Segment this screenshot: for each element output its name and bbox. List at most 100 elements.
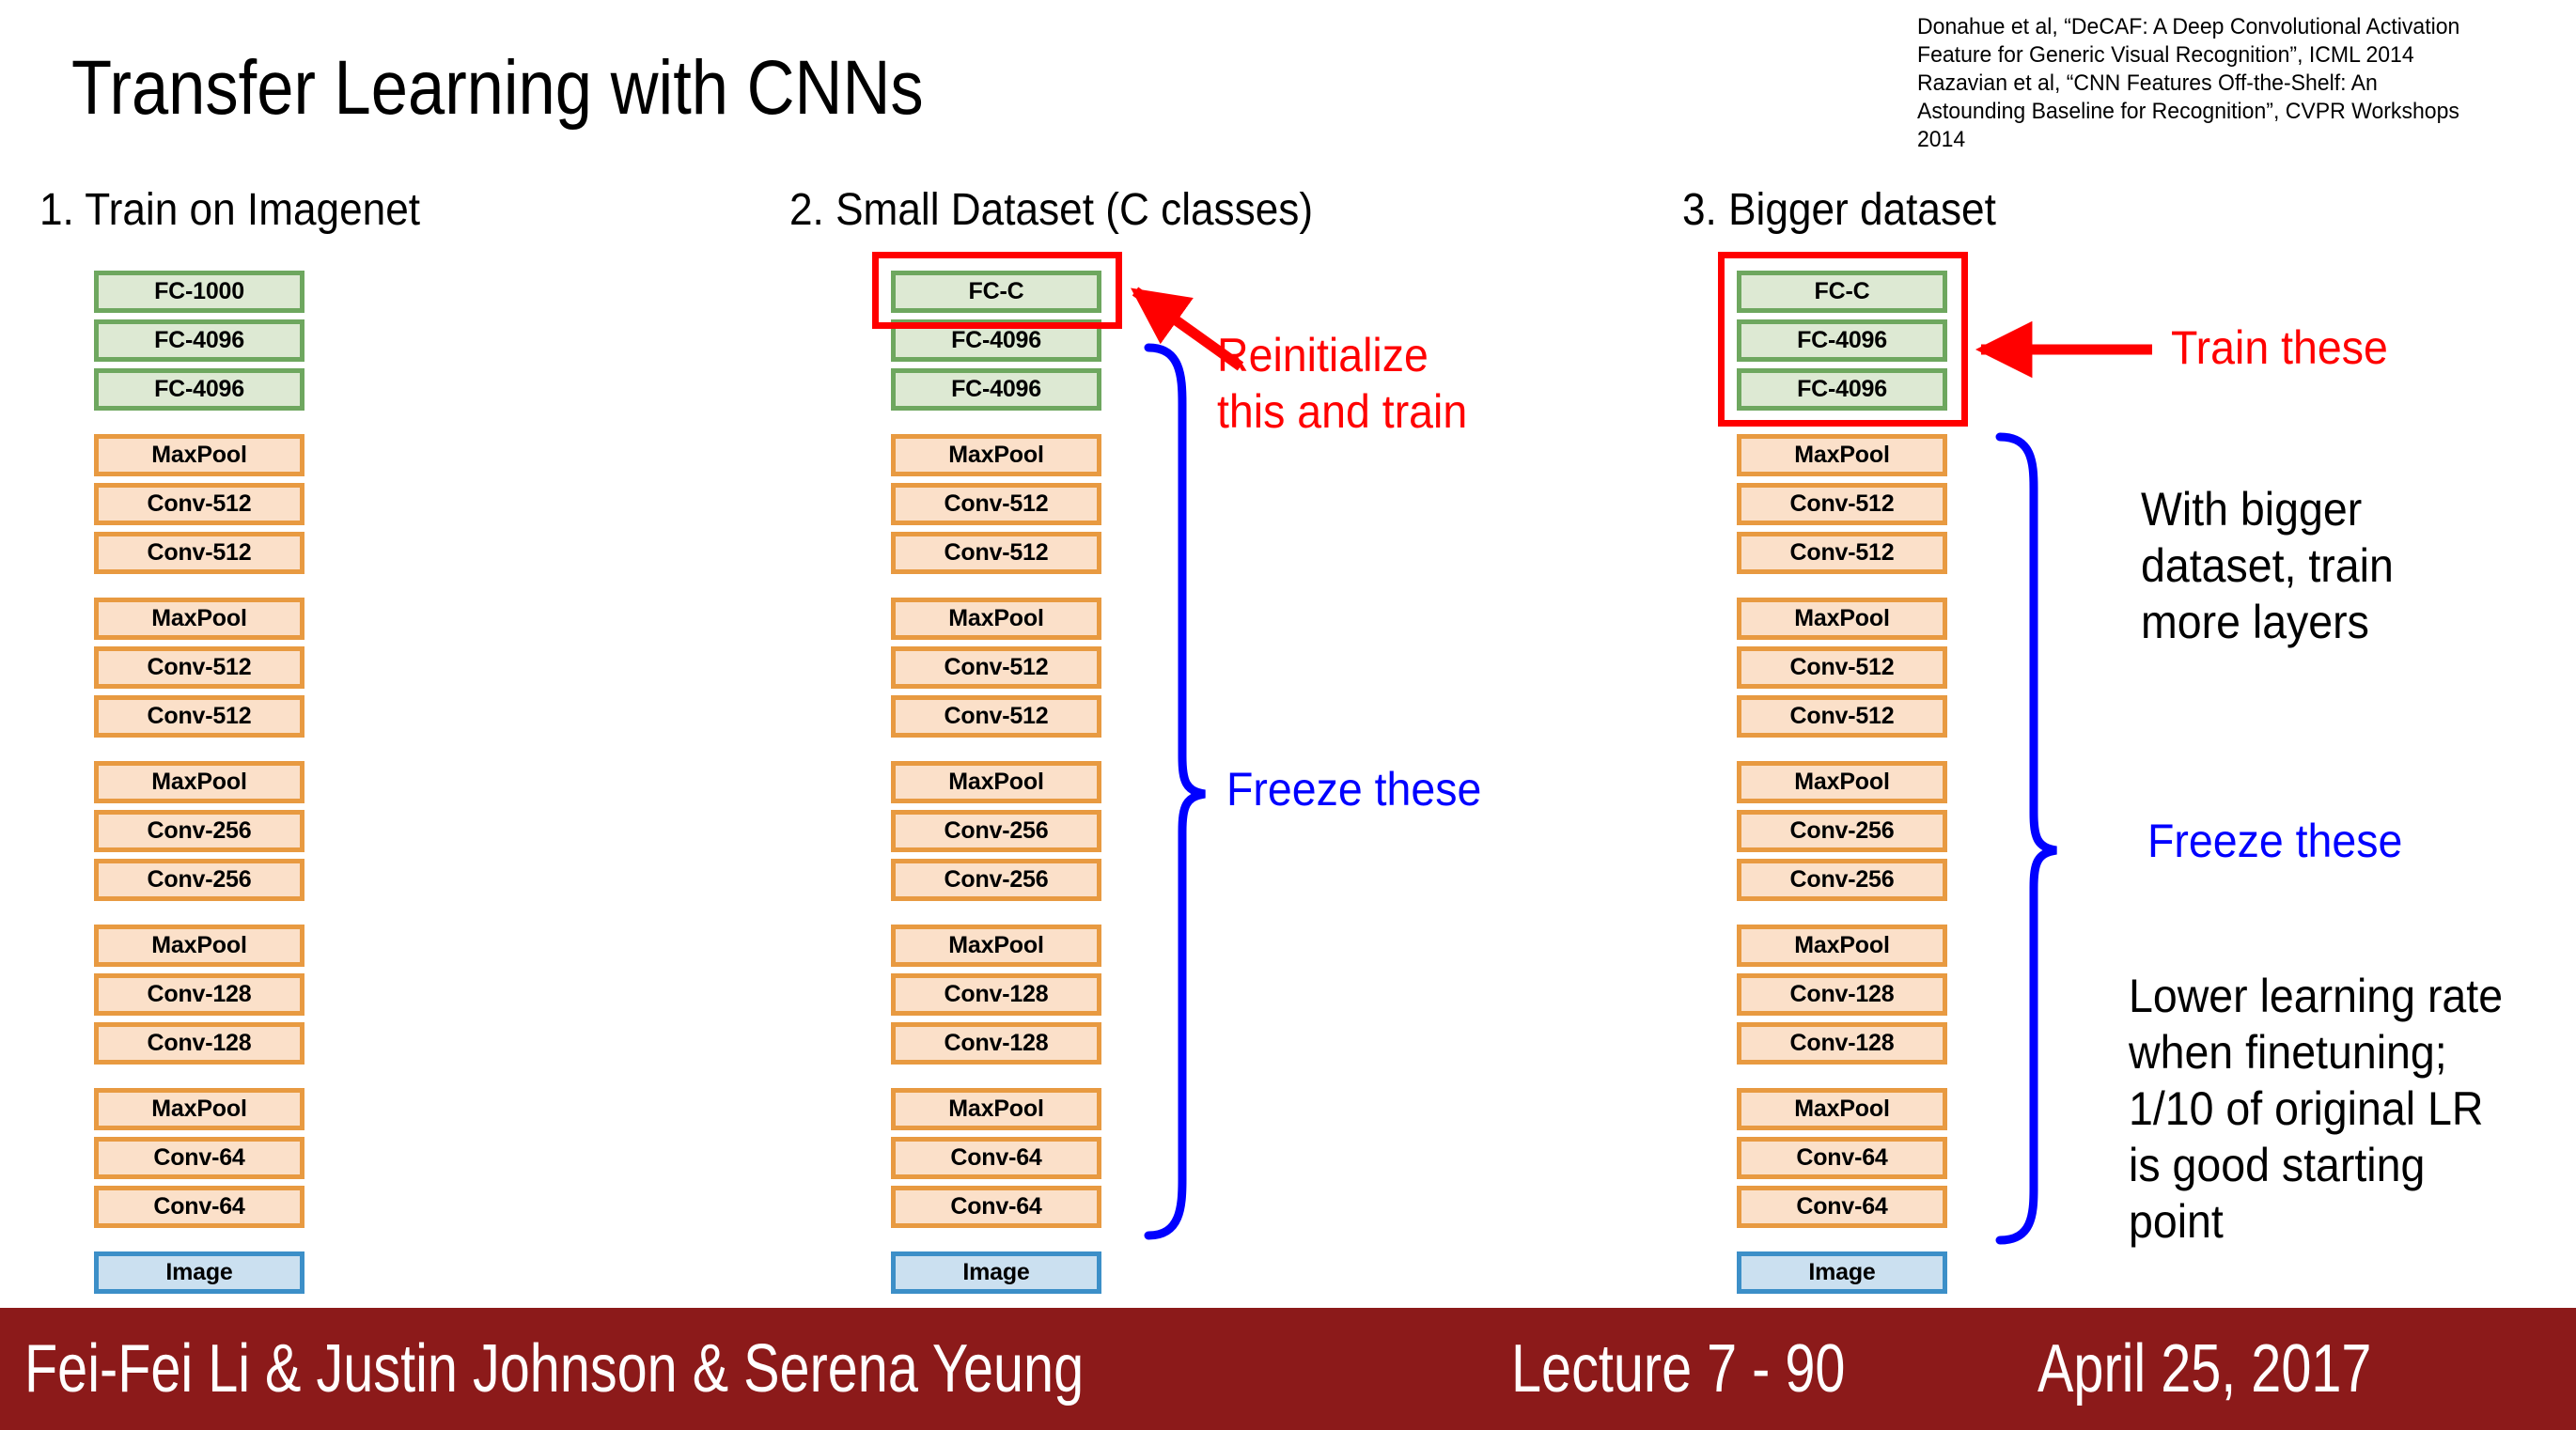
layer-label: Conv-128 (1789, 981, 1895, 1007)
layer-box-maxpool: MaxPool (1737, 761, 1947, 803)
annotation-freeze-these-column-2: Freeze these (1226, 763, 1482, 816)
footer-date: April 25, 2017 (2037, 1331, 2372, 1407)
citation-line: Astounding Baseline for Recognition”, CV… (1917, 99, 2459, 124)
highlight-box-reinitialize (872, 252, 1122, 329)
layer-label: Conv-512 (147, 703, 252, 729)
layer-label: Conv-64 (153, 1193, 245, 1220)
citation-line: Donahue et al, “DeCAF: A Deep Convolutio… (1917, 14, 2460, 39)
annotation-reinitialize: Reinitialize this and train (1217, 329, 1468, 438)
layer-label: FC-4096 (1797, 327, 1887, 353)
layer-box-conv-64: Conv-64 (94, 1137, 304, 1179)
page-title: Transfer Learning with CNNs (71, 45, 924, 131)
layer-box-fc-1000: FC-1000 (94, 271, 304, 313)
layer-box-conv-512: Conv-512 (1737, 483, 1947, 525)
layer-label: Conv-256 (944, 866, 1049, 893)
layer-box-fc-4096: FC-4096 (94, 319, 304, 362)
layer-label: Image (165, 1259, 233, 1285)
layer-label: MaxPool (151, 605, 247, 631)
layer-label: Conv-128 (944, 1030, 1049, 1056)
column-heading-bigger-dataset: 3. Bigger dataset (1682, 185, 1996, 235)
network-stack-column-1: FC-1000 FC-4096 FC-4096 MaxPool Conv-512 Conv… (94, 271, 304, 1300)
layer-box-maxpool: MaxPool (891, 761, 1101, 803)
layer-label: Image (962, 1259, 1030, 1285)
layer-box-conv-128: Conv-128 (1737, 973, 1947, 1016)
layer-box-conv-256: Conv-256 (1737, 810, 1947, 852)
layer-box-conv-128: Conv-128 (1737, 1022, 1947, 1065)
layer-label: Conv-256 (944, 817, 1049, 844)
column-heading-train-imagenet: 1. Train on Imagenet (39, 185, 421, 235)
network-stack-column-3: FC-C FC-4096 FC-4096 MaxPool Conv-512 Conv-51… (1737, 271, 1947, 1300)
layer-label: Conv-512 (944, 539, 1049, 566)
layer-label: MaxPool (948, 932, 1044, 958)
layer-box-maxpool: MaxPool (891, 1088, 1101, 1130)
layer-box-maxpool: MaxPool (891, 434, 1101, 476)
layer-box-conv-256: Conv-256 (94, 859, 304, 901)
layer-box-maxpool: MaxPool (1737, 598, 1947, 640)
network-stack-column-2: FC-C FC-4096 FC-4096 MaxPool Conv-512 Conv-51… (891, 271, 1101, 1300)
annotation-freeze-these-column-3: Freeze these (2147, 815, 2403, 867)
layer-box-conv-512: Conv-512 (94, 532, 304, 574)
annotation-train-these: Train these (2171, 321, 2388, 374)
layer-box-conv-512: Conv-512 (1737, 532, 1947, 574)
layer-box-maxpool: MaxPool (1737, 434, 1947, 476)
layer-label: MaxPool (1794, 1096, 1890, 1122)
layer-label: FC-4096 (951, 376, 1041, 402)
layer-label: FC-4096 (1797, 376, 1887, 402)
layer-label: Conv-256 (147, 817, 252, 844)
footer-lecture-number: Lecture 7 - 90 (1511, 1331, 1846, 1407)
layer-box-image: Image (891, 1251, 1101, 1294)
layer-label: FC-4096 (951, 327, 1041, 353)
layer-box-image: Image (1737, 1251, 1947, 1294)
highlight-box-train-these (1718, 252, 1968, 427)
slide-footer: Fei-Fei Li & Justin Johnson & Serena Yeu… (0, 1308, 2576, 1430)
layer-label: Conv-64 (950, 1144, 1042, 1171)
layer-box-conv-64: Conv-64 (1737, 1137, 1947, 1179)
layer-label: Conv-512 (944, 654, 1049, 680)
layer-label: Conv-512 (944, 490, 1049, 517)
layer-box-image: Image (94, 1251, 304, 1294)
layer-label: Conv-64 (950, 1193, 1042, 1220)
layer-box-conv-512: Conv-512 (94, 646, 304, 689)
layer-box-maxpool: MaxPool (891, 598, 1101, 640)
layer-box-maxpool: MaxPool (94, 761, 304, 803)
layer-box-conv-128: Conv-128 (94, 973, 304, 1016)
layer-box-conv-256: Conv-256 (1737, 859, 1947, 901)
layer-label: MaxPool (151, 932, 247, 958)
layer-box-fc-c: FC-C (891, 271, 1101, 313)
layer-box-conv-512: Conv-512 (1737, 646, 1947, 689)
layer-box-conv-256: Conv-256 (891, 810, 1101, 852)
layer-box-conv-512: Conv-512 (94, 695, 304, 738)
citation-line: Razavian et al, “CNN Features Off-the-Sh… (1917, 70, 2378, 96)
layer-box-conv-512: Conv-512 (891, 532, 1101, 574)
layer-box-conv-256: Conv-256 (94, 810, 304, 852)
layer-label: MaxPool (948, 769, 1044, 795)
layer-label: Conv-512 (1789, 654, 1895, 680)
annotation-bigger-dataset-note: With bigger dataset, train more layers (2141, 483, 2394, 648)
annotation-learning-rate-note: Lower learning rate when finetuning; 1/1… (2129, 970, 2504, 1248)
layer-box-fc-4096: FC-4096 (891, 368, 1101, 411)
layer-label: Conv-256 (147, 866, 252, 893)
layer-box-maxpool: MaxPool (94, 598, 304, 640)
layer-label: MaxPool (151, 442, 247, 468)
layer-label: Conv-512 (944, 703, 1049, 729)
layer-label: FC-4096 (154, 327, 244, 353)
layer-label: Conv-512 (1789, 703, 1895, 729)
layer-box-maxpool: MaxPool (1737, 925, 1947, 967)
layer-label: MaxPool (1794, 769, 1890, 795)
layer-box-fc-4096: FC-4096 (94, 368, 304, 411)
layer-label: Conv-128 (1789, 1030, 1895, 1056)
citation-line: 2014 (1917, 127, 1966, 152)
layer-label: Conv-512 (1789, 539, 1895, 566)
layer-label: Conv-128 (147, 1030, 252, 1056)
footer-authors: Fei-Fei Li & Justin Johnson & Serena Yeu… (24, 1331, 1085, 1407)
layer-box-conv-128: Conv-128 (891, 973, 1101, 1016)
brace-freeze-column-3 (1995, 432, 2057, 1245)
layer-box-conv-512: Conv-512 (1737, 695, 1947, 738)
layer-label: Conv-512 (147, 654, 252, 680)
layer-box-fc-4096: FC-4096 (1737, 368, 1947, 411)
layer-box-conv-512: Conv-512 (94, 483, 304, 525)
column-heading-small-dataset: 2. Small Dataset (C classes) (789, 185, 1314, 235)
citation-block: Donahue et al, “DeCAF: A Deep Convolutio… (1917, 13, 2536, 154)
layer-box-maxpool: MaxPool (94, 434, 304, 476)
